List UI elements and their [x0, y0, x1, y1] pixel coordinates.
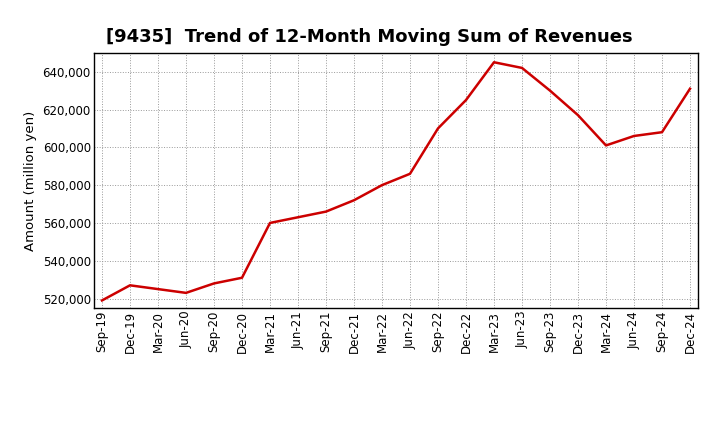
Text: [9435]  Trend of 12-Month Moving Sum of Revenues: [9435] Trend of 12-Month Moving Sum of R… [106, 28, 632, 46]
Y-axis label: Amount (million yen): Amount (million yen) [24, 110, 37, 250]
